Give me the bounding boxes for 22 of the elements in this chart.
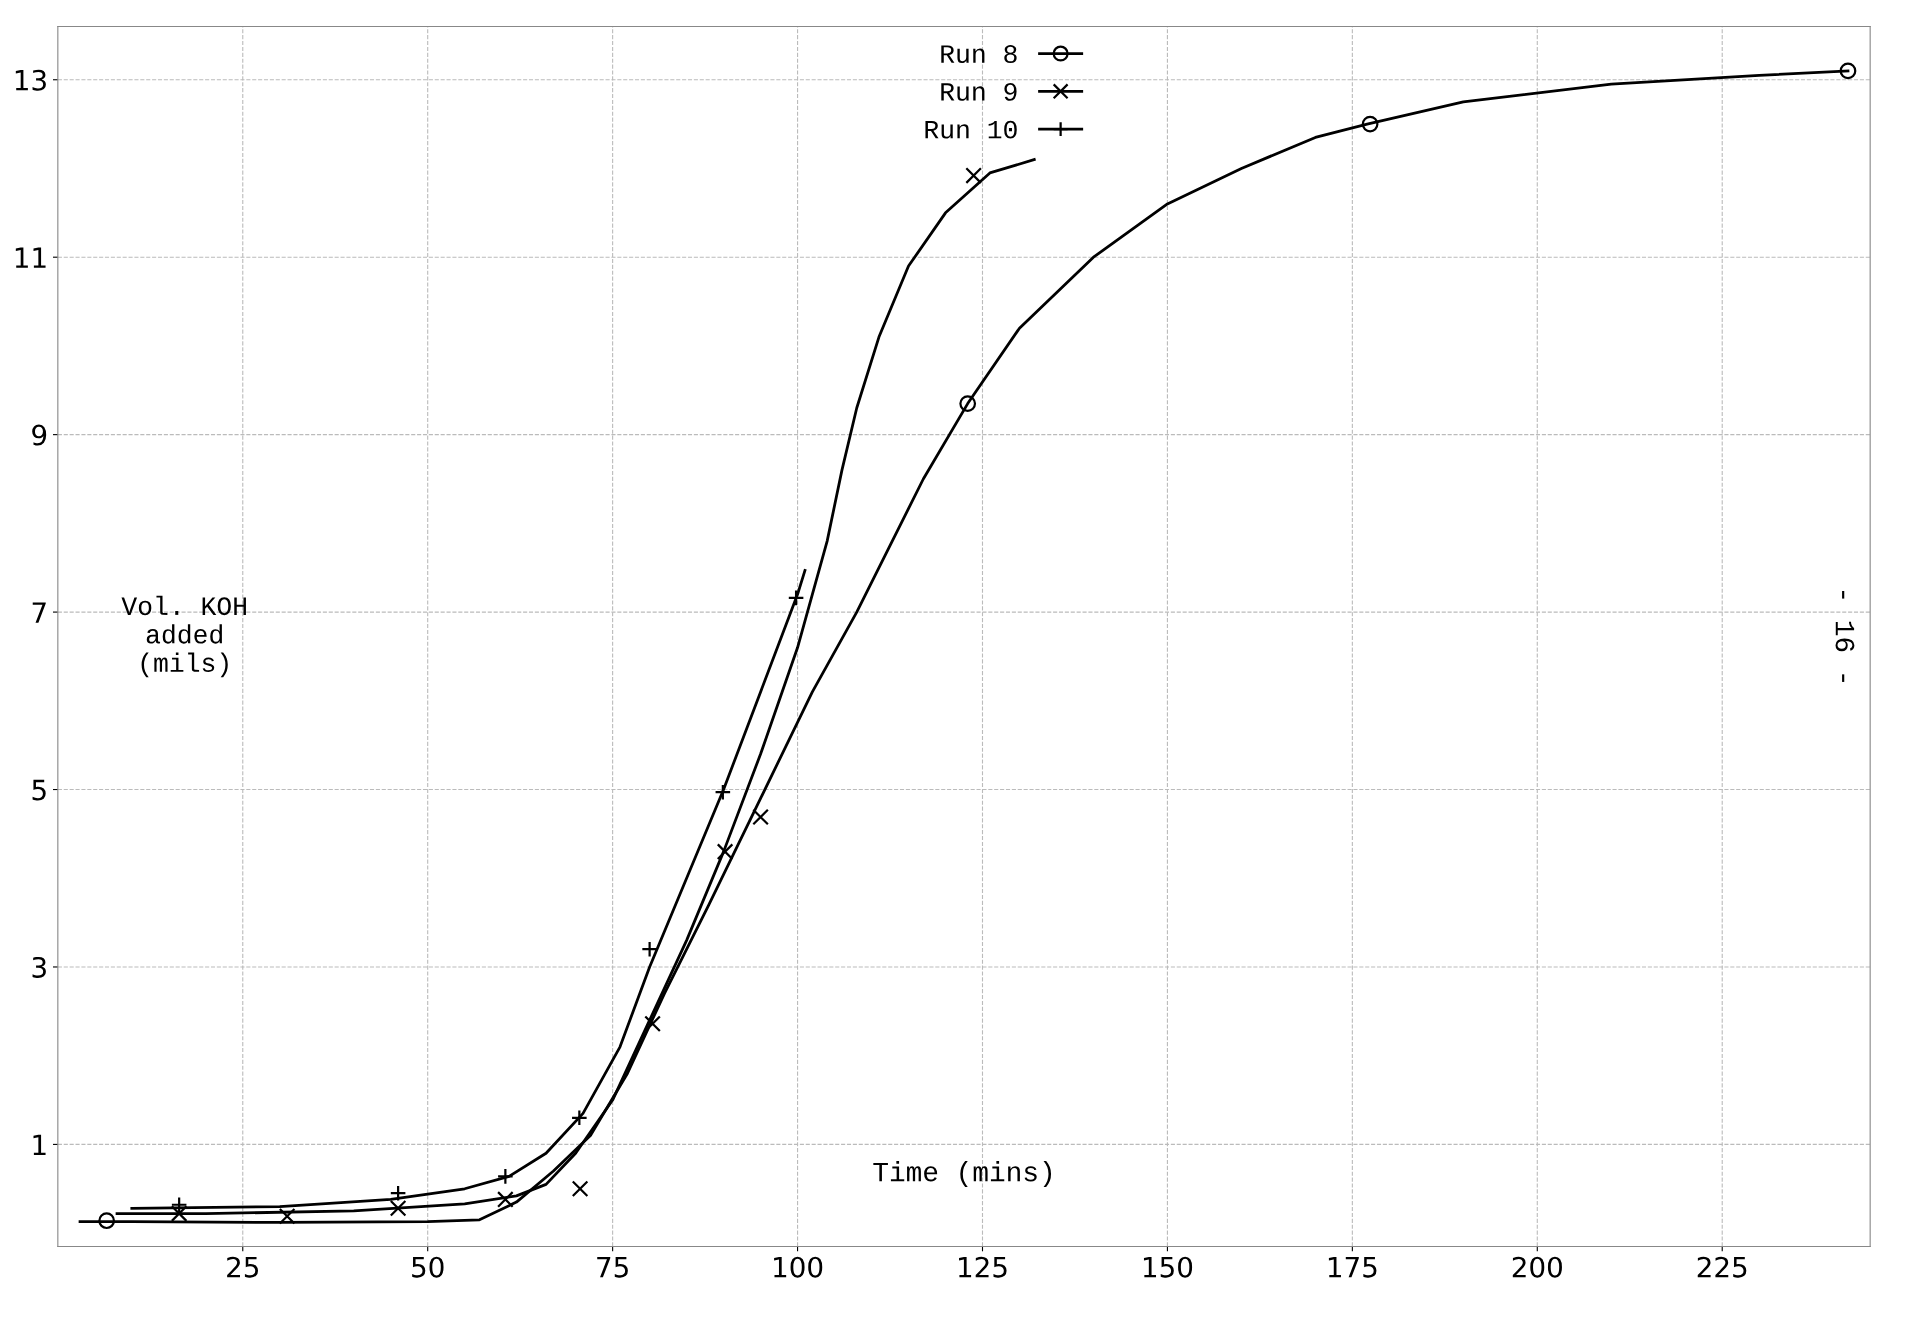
x-tick-label: 225 [1697,1256,1747,1278]
y-tick-label: 13 [15,69,46,91]
x-tick-label: 25 [227,1256,259,1278]
x-tick-label: 125 [959,1256,1007,1278]
x-tick-label: 200 [1512,1256,1562,1278]
y-tick-label: 5 [32,779,46,801]
y-tick-label: 1 [33,1134,46,1155]
x-tick-label: 75 [597,1257,628,1278]
legend-label: Run 9 [941,82,1017,101]
y-tick-label: 9 [32,424,47,446]
legend-label: Run 8 [941,45,1017,64]
y-axis-title: Vol. KOH added (mils) [121,595,246,678]
y-tick-label: 3 [32,956,46,978]
x-axis-title: Time (mins) [873,1161,1052,1187]
y-tick-label: 11 [15,247,46,268]
annotation: - 16 - [1835,591,1855,682]
x-tick-label: 100 [774,1256,823,1278]
x-tick-label: 50 [412,1256,444,1278]
x-tick-label: 175 [1328,1257,1377,1278]
x-tick-label: 150 [1143,1256,1193,1278]
y-tick-label: 7 [32,602,46,623]
legend-label: Run 10 [925,120,1017,139]
